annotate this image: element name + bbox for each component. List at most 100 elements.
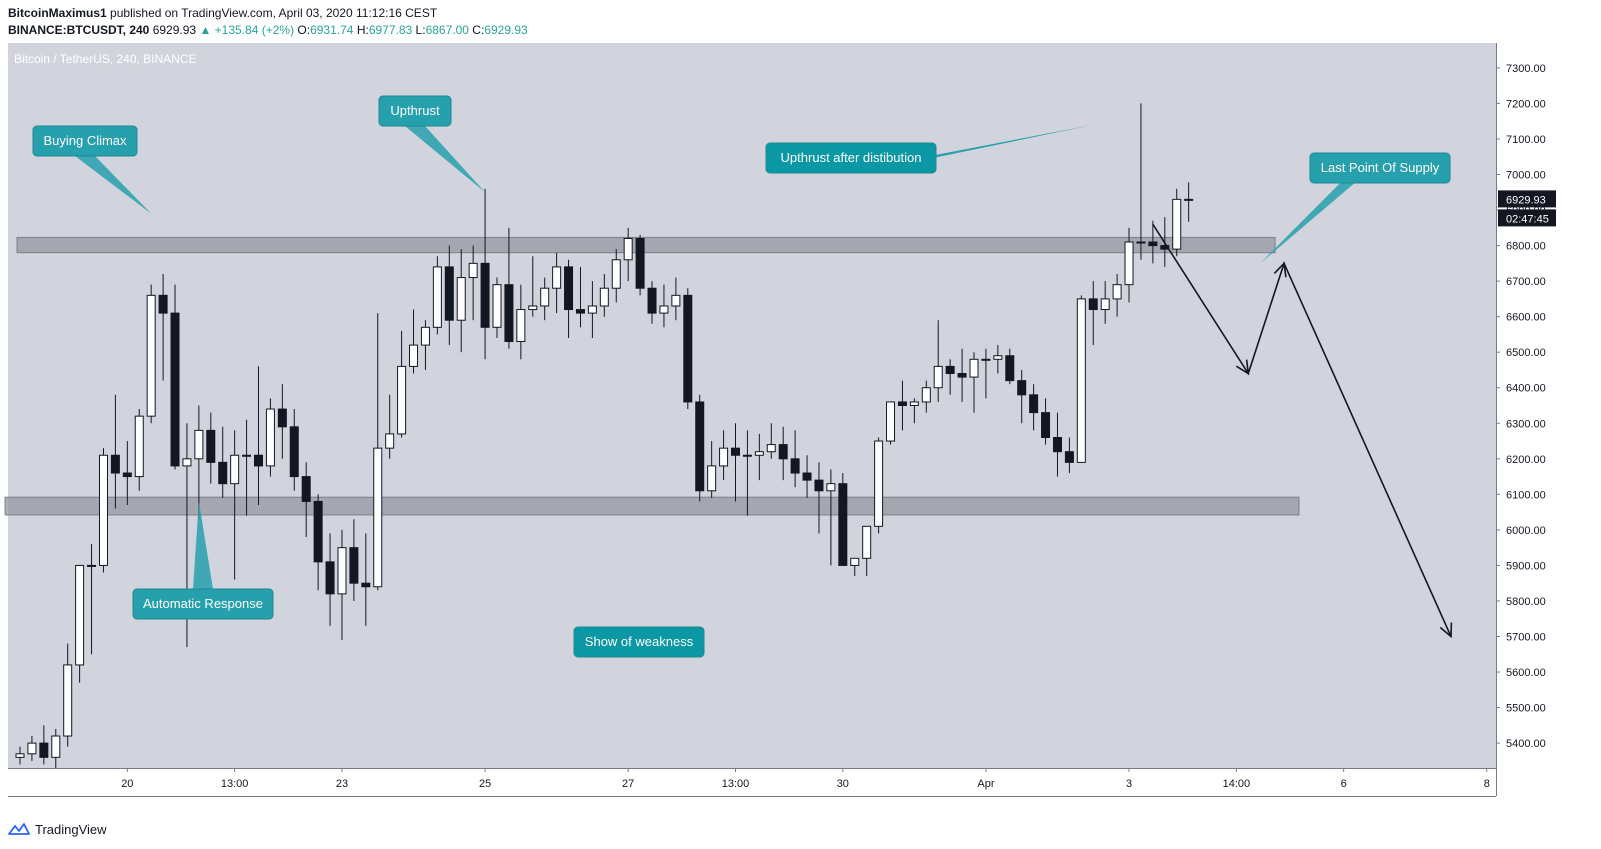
- candle-body: [1100, 298, 1110, 311]
- candle-body: [659, 305, 669, 314]
- candle-body: [1005, 355, 1015, 382]
- candle-body: [945, 365, 955, 375]
- bull-candle: [587, 281, 597, 338]
- publication-line: BitcoinMaximus1 published on TradingView…: [8, 5, 437, 21]
- y-tick-label: 7100.00: [1506, 134, 1546, 146]
- callout-label: Upthrust: [390, 103, 440, 118]
- callout-pointer: [75, 156, 152, 214]
- bear-candle: [1005, 348, 1015, 385]
- candle-body: [552, 266, 562, 289]
- bear-candle: [254, 366, 263, 506]
- y-tick-label: 6200.00: [1506, 454, 1546, 466]
- bull-candle: [397, 330, 407, 438]
- bull-candle: [826, 469, 836, 566]
- candle-body: [325, 561, 335, 595]
- bull-candle: [719, 430, 729, 481]
- bear-candle: [361, 533, 371, 626]
- low-label: L:: [415, 23, 426, 37]
- callout-label: Buying Climax: [43, 133, 127, 148]
- bear-candle: [838, 473, 848, 566]
- annotation-callout: Upthrust after distibution: [765, 124, 1094, 174]
- author-name[interactable]: BitcoinMaximus1: [8, 6, 107, 20]
- bull-candle: [1100, 281, 1110, 324]
- y-tick-label: 6300.00: [1506, 418, 1546, 430]
- candle-body: [981, 358, 991, 361]
- x-tick-label: 13:00: [221, 778, 249, 790]
- callout-pointer: [841, 124, 1094, 173]
- candle-body: [874, 440, 884, 527]
- bear-candle: [1029, 384, 1039, 431]
- bear-candle: [1148, 220, 1158, 264]
- bull-candle: [242, 419, 252, 516]
- price-change: +135.84 (+2%): [214, 23, 295, 37]
- bear-candle: [349, 519, 359, 601]
- bull-candle: [850, 557, 860, 577]
- bull-candle: [754, 433, 764, 481]
- bear-candle: [1017, 369, 1027, 424]
- candle-body: [1017, 380, 1027, 396]
- callout-box: [1309, 152, 1451, 184]
- candle-body: [814, 479, 824, 492]
- bull-candle: [468, 245, 478, 321]
- bear-candle: [790, 430, 800, 488]
- candle-body: [933, 365, 943, 389]
- annotation-callout: Last Point Of Supply: [1260, 152, 1451, 264]
- candle-body: [27, 742, 37, 755]
- y-tick-label: 5600.00: [1506, 667, 1546, 679]
- close-label: C:: [472, 23, 485, 37]
- tradingview-footer[interactable]: TradingView: [8, 818, 107, 840]
- bull-candle: [194, 405, 204, 520]
- candle-body: [528, 305, 538, 311]
- bear-candle: [504, 227, 514, 349]
- bear-candle: [564, 259, 574, 338]
- candle-body: [516, 309, 526, 343]
- x-tick-label: 20: [121, 778, 133, 790]
- bull-candle: [552, 252, 562, 314]
- bull-candle: [230, 430, 240, 580]
- bull-candle: [993, 345, 1003, 374]
- bull-candle: [886, 401, 896, 445]
- candle-body: [802, 472, 812, 481]
- bull-candle: [75, 564, 85, 683]
- projection-arrowhead: [1235, 359, 1250, 376]
- annotation-callout: Buying Climax: [32, 125, 152, 214]
- candle-body: [671, 294, 681, 307]
- bull-candle: [516, 284, 526, 360]
- bull-candle: [265, 398, 275, 477]
- ohlc-line: BINANCE:BTCUSDT, 240 6929.93 ▲ +135.84 (…: [8, 22, 528, 38]
- bull-candle: [599, 274, 609, 317]
- x-tick-label: 30: [837, 778, 849, 790]
- bull-candle: [409, 309, 419, 374]
- bear-candle: [444, 245, 454, 346]
- bear-candle: [122, 441, 132, 506]
- close-value: 6929.93: [484, 23, 528, 37]
- candle-body: [492, 284, 502, 328]
- candle-body: [385, 433, 395, 449]
- candle-body: [98, 454, 108, 566]
- candle-body: [409, 344, 419, 367]
- candle-body: [599, 287, 609, 307]
- y-tick-label: 5500.00: [1506, 703, 1546, 715]
- candle-body: [826, 483, 836, 492]
- chart-title: Bitcoin / TetherUS, 240, BINANCE: [14, 52, 197, 66]
- y-tick-label: 7300.00: [1506, 63, 1546, 75]
- candle-body: [564, 266, 574, 311]
- candle-body: [254, 454, 263, 467]
- candle-body: [63, 664, 73, 737]
- y-tick-label: 7000.00: [1506, 169, 1546, 181]
- candle-body: [695, 401, 705, 492]
- bull-candle: [981, 348, 991, 399]
- bull-candle: [420, 320, 430, 370]
- y-tick-label: 5400.00: [1506, 738, 1546, 750]
- candle-body: [39, 742, 49, 758]
- candle-body: [921, 387, 931, 403]
- bear-candle: [957, 348, 967, 402]
- candle-body: [1052, 436, 1062, 453]
- bear-candle: [1184, 182, 1194, 222]
- candle-body: [158, 294, 168, 314]
- y-tick-label: 5800.00: [1506, 596, 1546, 608]
- bear-candle: [635, 234, 645, 296]
- candle-body: [623, 237, 633, 261]
- candle-body: [886, 401, 896, 442]
